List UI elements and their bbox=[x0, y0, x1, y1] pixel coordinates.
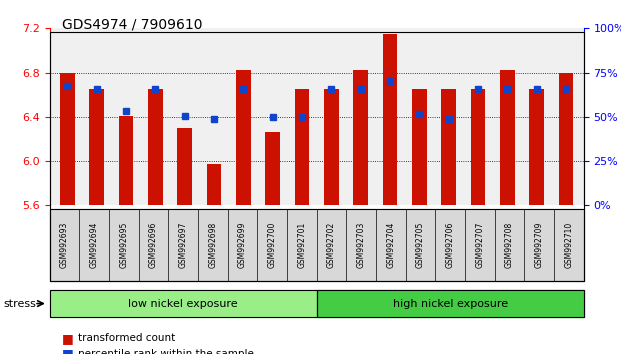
Text: GSM992700: GSM992700 bbox=[268, 222, 277, 268]
Text: stress: stress bbox=[3, 298, 36, 309]
Text: GDS4974 / 7909610: GDS4974 / 7909610 bbox=[62, 18, 202, 32]
Bar bbox=[500, 70, 515, 205]
Bar bbox=[119, 116, 134, 205]
Bar bbox=[236, 70, 251, 205]
Text: GSM992702: GSM992702 bbox=[327, 222, 336, 268]
Text: GSM992696: GSM992696 bbox=[149, 222, 158, 268]
Text: GSM992706: GSM992706 bbox=[446, 222, 455, 268]
Bar bbox=[383, 34, 397, 205]
Bar bbox=[207, 164, 221, 205]
Text: GSM992705: GSM992705 bbox=[416, 222, 425, 268]
Bar bbox=[353, 70, 368, 205]
Bar bbox=[60, 73, 75, 205]
Text: transformed count: transformed count bbox=[78, 333, 175, 343]
Bar bbox=[559, 73, 573, 205]
Text: GSM992708: GSM992708 bbox=[505, 222, 514, 268]
Text: GSM992709: GSM992709 bbox=[535, 222, 544, 268]
Text: GSM992707: GSM992707 bbox=[476, 222, 484, 268]
Bar bbox=[442, 89, 456, 205]
Text: GSM992694: GSM992694 bbox=[89, 222, 99, 268]
Bar bbox=[178, 128, 192, 205]
Bar bbox=[295, 89, 309, 205]
Text: ■: ■ bbox=[62, 332, 74, 344]
Text: ■: ■ bbox=[62, 348, 74, 354]
Bar bbox=[412, 89, 427, 205]
Text: GSM992693: GSM992693 bbox=[60, 222, 69, 268]
Text: GSM992695: GSM992695 bbox=[119, 222, 129, 268]
Text: GSM992698: GSM992698 bbox=[209, 222, 217, 268]
Bar bbox=[324, 89, 338, 205]
Text: GSM992701: GSM992701 bbox=[297, 222, 306, 268]
Text: high nickel exposure: high nickel exposure bbox=[392, 298, 508, 309]
Text: GSM992703: GSM992703 bbox=[356, 222, 366, 268]
Text: percentile rank within the sample: percentile rank within the sample bbox=[78, 349, 253, 354]
Bar bbox=[148, 89, 163, 205]
Bar bbox=[471, 89, 486, 205]
Text: GSM992697: GSM992697 bbox=[179, 222, 188, 268]
Text: GSM992704: GSM992704 bbox=[386, 222, 396, 268]
Bar bbox=[530, 89, 544, 205]
Bar bbox=[265, 132, 280, 205]
Bar bbox=[89, 89, 104, 205]
Text: low nickel exposure: low nickel exposure bbox=[129, 298, 238, 309]
Text: GSM992699: GSM992699 bbox=[238, 222, 247, 268]
Text: GSM992710: GSM992710 bbox=[564, 222, 573, 268]
